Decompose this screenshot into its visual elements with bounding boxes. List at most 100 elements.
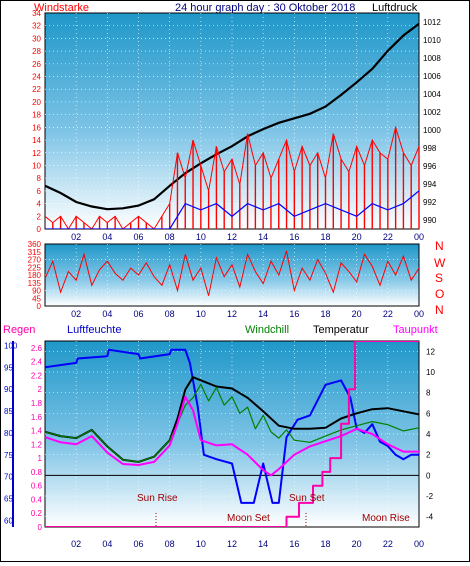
luftdruck-tick-label: 992 — [423, 198, 437, 207]
temperature-tick-label: 12 — [426, 347, 435, 356]
windrichtung-line — [45, 250, 419, 296]
direction-tick-label: 270 — [28, 256, 42, 265]
temperature-tick-label: 8 — [426, 389, 431, 398]
wind-direction-x-tick-label: 22 — [383, 309, 393, 319]
luftdruck-tick-label: 1006 — [423, 72, 441, 81]
humidity-temperature-x-tick-label: 22 — [383, 539, 393, 549]
humidity-temperature-x-tick-label: 02 — [71, 539, 81, 549]
rain-tick-label: 1.8 — [31, 399, 43, 408]
sun-rise-annotation: Sun Rise — [137, 493, 178, 504]
windstarke-tick-label: 10 — [32, 161, 41, 170]
humidity-temperature-x-tick-label: 20 — [352, 539, 362, 549]
direction-tick-label: 0 — [37, 302, 42, 311]
wind-pressure-x-tick-label: 06 — [133, 232, 143, 242]
wind-pressure-x-tick-label: 22 — [383, 232, 393, 242]
rain-tick-label: 1 — [38, 454, 43, 463]
luftdruck-tick-label: 994 — [423, 180, 437, 189]
temperature-tick-label: -4 — [426, 513, 434, 522]
rain-tick-label: 2.6 — [31, 344, 43, 353]
wind-direction-x-tick-label: 00 — [414, 309, 424, 319]
luftdruck-tick-label: 1008 — [423, 54, 441, 63]
luftdruck-tick-label: 1012 — [423, 18, 441, 27]
regen-label: Regen — [3, 324, 35, 336]
rain-tick-label: 1.2 — [31, 440, 43, 449]
humidity-temperature-x-tick-label: 00 — [414, 539, 424, 549]
windboen-line — [45, 190, 419, 229]
wind-pressure-x-tick-label: 12 — [227, 232, 237, 242]
temperatur-label: Temperatur — [313, 324, 369, 336]
rain-tick-label: 2.2 — [31, 371, 43, 380]
humidity-tick-label: 75 — [4, 451, 13, 460]
direction-tick-label: 135 — [28, 279, 42, 288]
humidity-tick-label: 65 — [4, 495, 13, 504]
windstarke-tick-label: 30 — [32, 34, 41, 43]
windstarke-tick-label: 34 — [32, 9, 41, 18]
rain-tick-label: 0.6 — [31, 482, 43, 491]
humidity-temperature-x-tick-label: 08 — [165, 539, 175, 549]
temperature-tick-label: 6 — [426, 409, 431, 418]
direction-tick-label: 360 — [28, 240, 42, 249]
luftdruck-tick-label: 1010 — [423, 36, 441, 45]
luftdruck-tick-label: 1004 — [423, 90, 441, 99]
wind-direction-x-tick-label: 04 — [102, 309, 112, 319]
luftdruck-tick-label: 990 — [423, 216, 437, 225]
windstarke-line — [45, 125, 419, 229]
humidity-tick-label: 70 — [4, 473, 13, 482]
moon-set-annotation: Moon Set — [227, 513, 270, 524]
rain-tick-label: 1.6 — [31, 413, 43, 422]
humidity-tick-label: 85 — [4, 407, 13, 416]
wind-pressure-x-tick-label: 16 — [289, 232, 299, 242]
luftfeuchte-line — [45, 348, 419, 504]
direction-tick-label: 315 — [28, 248, 42, 257]
chart-title: 24 hour graph day : 30 Oktober 2018 — [175, 2, 355, 14]
temperature-tick-label: 4 — [426, 430, 431, 439]
humidity-temperature-x-tick-label: 16 — [289, 539, 299, 549]
luftdruck-label: Luftdruck — [372, 2, 418, 14]
direction-label-s: S — [435, 271, 443, 285]
windchill-line — [45, 383, 419, 463]
wind-direction-x-tick-label: 08 — [165, 309, 175, 319]
windstarke-tick-label: 26 — [32, 60, 41, 69]
taupunkt-line — [45, 395, 419, 477]
wind-pressure-x-tick-label: 18 — [320, 232, 330, 242]
humidity-tick-label: 90 — [4, 385, 13, 394]
wind-direction-x-tick-label: 02 — [71, 309, 81, 319]
rain-tick-label: 0.2 — [31, 509, 43, 518]
windstarke-tick-label: 6 — [37, 187, 42, 196]
luftdruck-tick-label: 1000 — [423, 126, 441, 135]
sun-set-annotation: Sun Set — [289, 493, 325, 504]
wind-pressure-x-tick-label: 02 — [71, 232, 81, 242]
windstarke-tick-label: 4 — [37, 200, 42, 209]
windstarke-tick-label: 20 — [32, 98, 41, 107]
windstarke-tick-label: 14 — [32, 136, 41, 145]
humidity-temperature-x-tick-label: 12 — [227, 539, 237, 549]
humidity-tick-label: 80 — [4, 429, 13, 438]
regen-line — [45, 341, 419, 527]
wind-direction-x-tick-label: 18 — [320, 309, 330, 319]
humidity-temperature-x-tick-label: 06 — [133, 539, 143, 549]
wind-pressure-x-tick-label: 10 — [196, 232, 206, 242]
wind-pressure-x-tick-label: 08 — [165, 232, 175, 242]
humidity-tick-label: 100 — [4, 341, 18, 350]
humidity-temperature-x-tick-label: 14 — [258, 539, 268, 549]
windstarke-tick-label: 32 — [32, 22, 41, 31]
windstarke-tick-label: 28 — [32, 47, 41, 56]
windstarke-tick-label: 18 — [32, 111, 41, 120]
direction-label-o: O — [435, 287, 444, 301]
wind-direction-x-tick-label: 12 — [227, 309, 237, 319]
rain-tick-label: 2 — [38, 385, 43, 394]
windstarke-tick-label: 2 — [37, 212, 42, 221]
direction-tick-label: 180 — [28, 271, 42, 280]
wind-pressure-x-tick-label: 14 — [258, 232, 268, 242]
wind-direction-x-tick-label: 14 — [258, 309, 268, 319]
direction-label-n-top: N — [435, 239, 444, 253]
taupunkt-label: Taupunkt — [393, 324, 438, 336]
direction-label-w: W — [434, 256, 446, 270]
windstarke-tick-label: 8 — [37, 174, 42, 183]
direction-tick-label: 90 — [32, 287, 41, 296]
temperature-tick-label: -2 — [426, 492, 434, 501]
wind-direction-x-tick-label: 10 — [196, 309, 206, 319]
humidity-tick-label: 60 — [4, 516, 13, 525]
direction-tick-label: 225 — [28, 263, 42, 272]
